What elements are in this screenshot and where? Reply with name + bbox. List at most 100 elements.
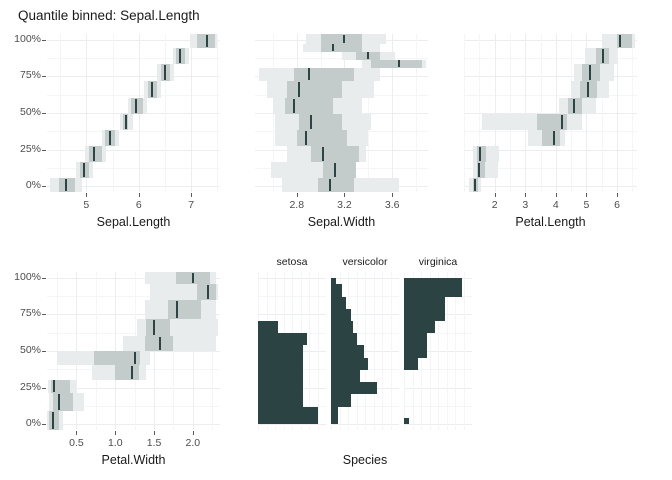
- grid-line-vertical-minor: [391, 272, 392, 430]
- median-line: [133, 351, 136, 365]
- median-line: [58, 393, 61, 410]
- grid-line-vertical-minor: [173, 272, 174, 430]
- median-line: [553, 130, 556, 145]
- species-density-area: [404, 296, 445, 309]
- species-density-area: [258, 357, 303, 370]
- axis-title-sepal-length: Sepal.Length: [96, 215, 171, 229]
- axis-y-tick-label: 50%: [19, 344, 41, 356]
- median-line: [310, 114, 313, 129]
- species-density-area: [258, 381, 303, 395]
- page-title: Quantile binned: Sepal.Length: [18, 8, 200, 23]
- grid-line-horizontal: [47, 76, 220, 77]
- median-line: [587, 81, 589, 97]
- axis-y-tick-label: 25%: [19, 380, 41, 393]
- median-line: [473, 178, 476, 192]
- x-tick-mark: [586, 193, 587, 197]
- axis-y-tick-label: 100%: [14, 32, 41, 45]
- axis-title-sepal-width: Sepal.Width: [307, 215, 376, 229]
- species-density-area: [331, 308, 352, 321]
- strip-label-setosa: setosa: [276, 256, 308, 268]
- grid-line-vertical-minor: [382, 272, 383, 430]
- median-line: [65, 178, 68, 192]
- species-density-area: [404, 308, 445, 321]
- uncertainty-band-inner: [581, 63, 601, 81]
- grid-line-vertical-minor: [113, 34, 114, 192]
- grid-line-horizontal-minor: [464, 95, 637, 96]
- axis-x-tick-label: 6: [135, 199, 142, 211]
- median-line: [619, 34, 622, 48]
- grid-line-vertical-minor: [430, 272, 431, 430]
- axis-y-tick-label: 75%: [19, 307, 41, 320]
- uncertainty-band-inner: [131, 97, 143, 114]
- panel-species-virginica: [404, 272, 472, 430]
- strip-label-virginica: virginica: [418, 256, 458, 268]
- panel-plot-area: [47, 34, 220, 192]
- panel-plot-area: [404, 272, 472, 430]
- grid-line-horizontal: [47, 314, 220, 315]
- grid-line-horizontal-minor: [47, 131, 220, 132]
- panel-sepal-length: [47, 34, 220, 192]
- median-line: [135, 98, 138, 113]
- axis-y-tick-label: 100%: [14, 270, 41, 283]
- median-line: [298, 81, 301, 97]
- uncertainty-band-inner: [476, 145, 487, 162]
- grid-line-vertical-minor: [217, 34, 218, 192]
- uncertainty-band-inner: [296, 129, 347, 146]
- uncertainty-band-inner: [144, 335, 174, 351]
- grid-line-vertical-minor: [479, 34, 480, 192]
- species-density-area: [258, 345, 303, 358]
- grid-line-vertical: [193, 272, 194, 430]
- grid-line-vertical-minor: [318, 272, 319, 430]
- uncertainty-band-inner: [168, 299, 201, 319]
- axis-y-tick-label: 50%: [19, 106, 41, 118]
- grid-line-horizontal: [464, 76, 637, 77]
- uncertainty-band-inner: [311, 145, 359, 162]
- median-line: [163, 65, 166, 80]
- x-tick-mark: [86, 193, 87, 197]
- y-tick-mark: [42, 149, 46, 151]
- grid-line-horizontal: [47, 424, 220, 425]
- grid-line-horizontal-minor: [464, 58, 637, 59]
- grid-line-horizontal-minor: [47, 296, 220, 297]
- species-density-area: [331, 406, 338, 419]
- uncertainty-band-inner: [299, 113, 343, 130]
- grid-line-vertical: [154, 272, 155, 430]
- median-line: [329, 178, 332, 192]
- median-line: [331, 43, 334, 52]
- axis-title-petal-width: Petal.Width: [101, 453, 166, 467]
- x-tick-mark: [76, 431, 77, 435]
- species-density-area: [404, 418, 410, 425]
- species-density-area: [331, 321, 353, 334]
- panel-plot-area: [47, 272, 220, 430]
- grid-line-vertical-minor: [368, 34, 369, 192]
- grid-line-vertical-minor: [447, 272, 448, 430]
- species-density-area: [331, 357, 369, 370]
- grid-line-vertical-minor: [374, 272, 375, 430]
- grid-line-horizontal: [47, 278, 220, 279]
- axis-x-tick-label: 1.5: [146, 437, 162, 449]
- panel-petal-width: [47, 272, 220, 430]
- median-line: [93, 146, 96, 162]
- uncertainty-band-inner: [323, 162, 357, 179]
- axis-x-tick-label: 4: [552, 199, 559, 211]
- uncertainty-band-inner: [287, 80, 343, 98]
- axis-x-tick-label: 1.0: [107, 437, 123, 449]
- grid-line-vertical-minor: [365, 272, 366, 430]
- grid-line-horizontal: [464, 40, 637, 41]
- uncertainty-band-inner: [476, 162, 486, 179]
- median-line: [191, 272, 194, 283]
- grid-line-vertical-minor: [212, 272, 213, 430]
- species-density-area: [258, 418, 318, 425]
- median-line: [108, 130, 111, 145]
- grid-line-horizontal-minor: [464, 168, 637, 169]
- species-density-area: [258, 333, 307, 346]
- median-line: [478, 146, 481, 162]
- grid-line-vertical-minor: [165, 34, 166, 192]
- grid-line-horizontal-minor: [47, 168, 220, 169]
- axis-x-tick-label: 2.8: [289, 199, 305, 211]
- median-line: [207, 284, 210, 299]
- median-line: [560, 114, 563, 129]
- uncertainty-band-inner: [146, 318, 170, 336]
- median-line: [293, 98, 296, 113]
- x-tick-mark: [297, 193, 298, 197]
